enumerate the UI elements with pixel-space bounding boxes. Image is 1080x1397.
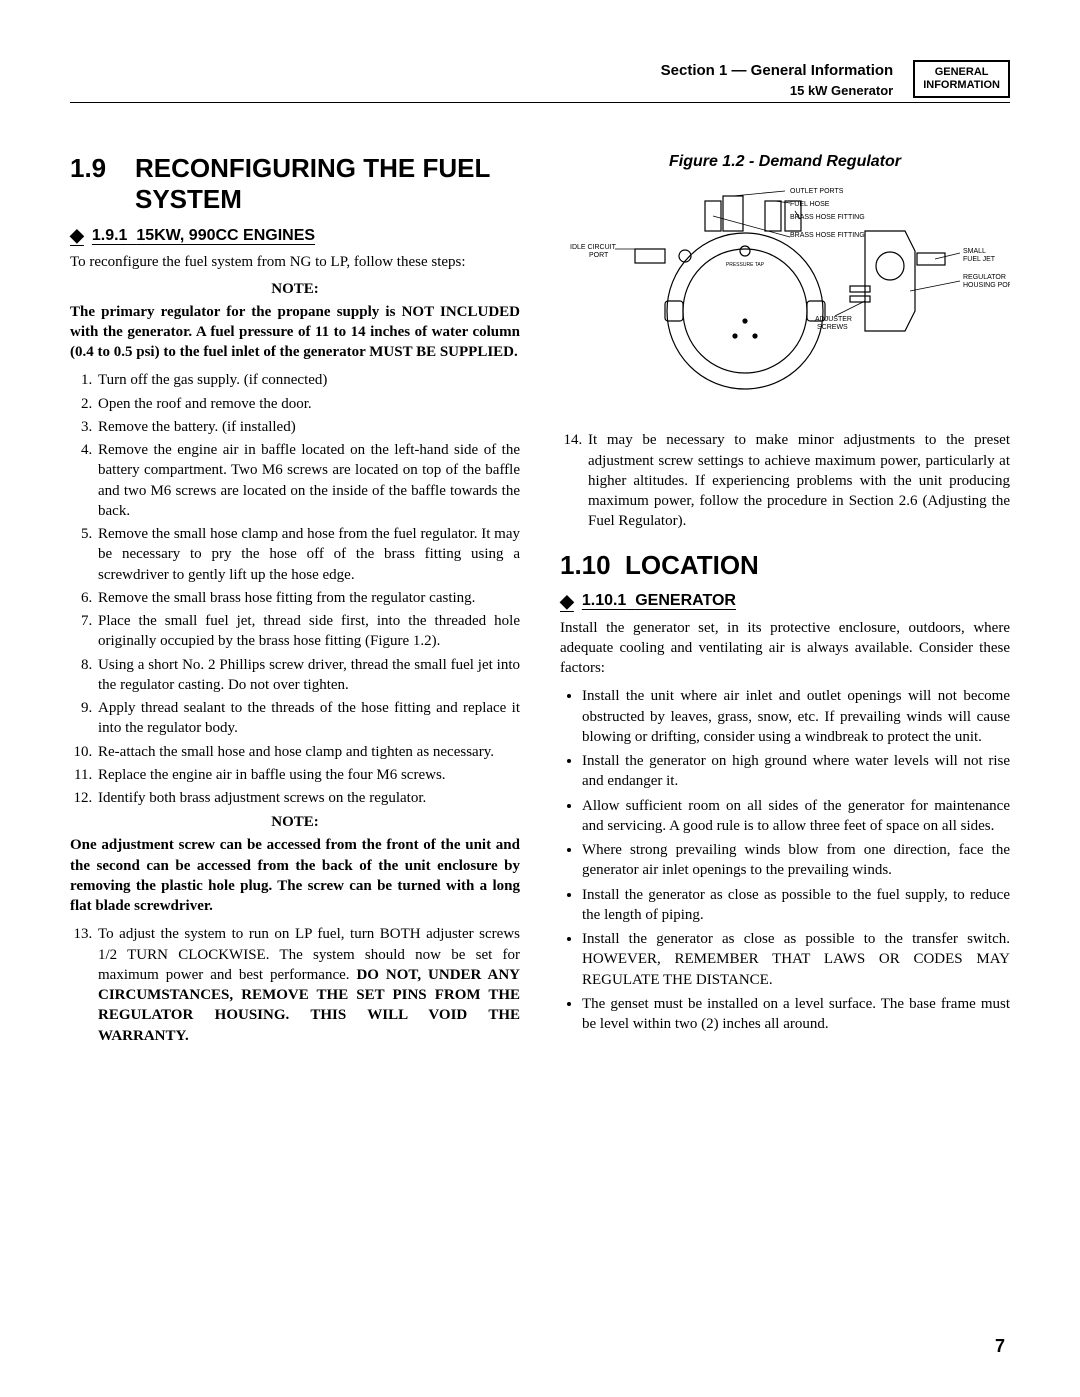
section-number: 1.9 (70, 153, 135, 184)
page: Section 1 — General Information 15 kW Ge… (0, 0, 1080, 1397)
step-11: Replace the engine air in baffle using t… (96, 765, 520, 785)
bullet-7: The genset must be installed on a level … (582, 994, 1010, 1035)
step-10: Re-attach the small hose and hose clamp … (96, 742, 520, 762)
right-column: Figure 1.2 - Demand Regulator (560, 153, 1010, 1049)
step-3: Remove the battery. (if installed) (96, 417, 520, 437)
label-adjuster: ADJUSTERSCREWS (815, 316, 852, 331)
section-1-10-number: 1.10 (560, 550, 625, 581)
step-7: Place the small fuel jet, thread side fi… (96, 611, 520, 652)
bullet-5: Install the generator as close as possib… (582, 885, 1010, 926)
subsection-1-10-1-heading: ◆ 1.10.1 GENERATOR (560, 591, 1010, 612)
note-label: NOTE: (70, 281, 520, 298)
step-9: Apply thread sealant to the threads of t… (96, 698, 520, 739)
page-header: Section 1 — General Information 15 kW Ge… (70, 60, 1010, 103)
bullet-3: Allow sufficient room on all sides of th… (582, 796, 1010, 837)
diamond-icon: ◆ (70, 225, 84, 246)
header-box-line2: INFORMATION (923, 79, 1000, 91)
section-title: RECONFIGURING THE FUEL SYSTEM (135, 153, 520, 215)
location-factors-list: Install the unit where air inlet and out… (560, 686, 1010, 1034)
bullet-4: Where strong prevailing winds blow from … (582, 840, 1010, 881)
subsection-title: 15KW, 990CC ENGINES (136, 227, 315, 245)
label-idle-port: IDLE CIRCUITPORT (570, 244, 617, 259)
step-13: To adjust the system to run on LP fuel, … (96, 924, 520, 1046)
section-1-10-heading: 1.10 LOCATION (560, 550, 1010, 581)
subsection-number: 1.9.1 (92, 227, 128, 245)
svg-text:BRASS HOSE FITTING: BRASS HOSE FITTING (790, 214, 865, 221)
bullet-2: Install the generator on high ground whe… (582, 751, 1010, 792)
step-2: Open the roof and remove the door. (96, 394, 520, 414)
step-6: Remove the small brass hose fitting from… (96, 588, 520, 608)
header-titles: Section 1 — General Information 15 kW Ge… (661, 60, 894, 98)
page-number: 7 (995, 1336, 1005, 1357)
step-4: Remove the engine air in baffle located … (96, 440, 520, 521)
note1-body: The primary regulator for the propane su… (70, 302, 520, 363)
step-12: Identify both brass adjustment screws on… (96, 788, 520, 808)
section-1-9-heading: 1.9 RECONFIGURING THE FUEL SYSTEM (70, 153, 520, 215)
subsection-1-9-1-heading: ◆ 1.9.1 15KW, 990CC ENGINES (70, 225, 520, 246)
note2-body: One adjustment screw can be accessed fro… (70, 835, 520, 916)
header-box-line1: GENERAL (935, 66, 989, 78)
intro-paragraph: To reconfigure the fuel system from NG t… (70, 252, 520, 272)
section-1-10-title: LOCATION (625, 550, 759, 581)
note2-label: NOTE: (70, 814, 520, 831)
step-5: Remove the small hose clamp and hose fro… (96, 524, 520, 585)
left-column: 1.9 RECONFIGURING THE FUEL SYSTEM ◆ 1.9.… (70, 153, 520, 1049)
label-brass2: BRASS HOSE FITTING (790, 232, 865, 239)
label-reg-port: REGULATORHOUSING PORT (963, 274, 1010, 289)
figure-title: Figure 1.2 - Demand Regulator (560, 153, 1010, 171)
subsection-1-10-1-title: GENERATOR (635, 592, 736, 610)
steps-list: Turn off the gas supply. (if connected) … (70, 370, 520, 808)
bullet-6: Install the generator as close as possib… (582, 929, 1010, 990)
svg-text:PRESSURE TAP: PRESSURE TAP (726, 262, 765, 268)
steps-list-cont: To adjust the system to run on LP fuel, … (70, 924, 520, 1046)
label-fuel-hose: FUEL HOSE (790, 201, 830, 208)
label-small-jet: SMALLFUEL JET (963, 248, 996, 263)
label-pressure: PRESSURE TAP (726, 262, 765, 268)
step-14: It may be necessary to make minor adjust… (586, 430, 1010, 531)
subsection-1-10-1-number: 1.10.1 (582, 592, 626, 610)
content-columns: 1.9 RECONFIGURING THE FUEL SYSTEM ◆ 1.9.… (70, 153, 1010, 1049)
figure-1-2-svg: OUTLET PORTS FUEL HOSE BRASS HOSE FITTIN… (560, 181, 1010, 411)
diamond-icon: ◆ (560, 591, 574, 612)
steps-list-step14: It may be necessary to make minor adjust… (560, 430, 1010, 531)
bullet-1: Install the unit where air inlet and out… (582, 686, 1010, 747)
header-subtitle: 15 kW Generator (661, 83, 894, 98)
step-8: Using a short No. 2 Phillips screw drive… (96, 655, 520, 696)
header-section-title: Section 1 — General Information (661, 62, 894, 79)
svg-text:BRASS HOSE FITTING: BRASS HOSE FITTING (790, 232, 865, 239)
location-intro: Install the generator set, in its protec… (560, 618, 1010, 679)
label-outlet-ports: OUTLET PORTS (790, 188, 844, 195)
header-category-box: GENERAL INFORMATION (913, 60, 1010, 98)
label-brass1: BRASS HOSE FITTING (790, 214, 865, 221)
step-1: Turn off the gas supply. (if connected) (96, 370, 520, 390)
